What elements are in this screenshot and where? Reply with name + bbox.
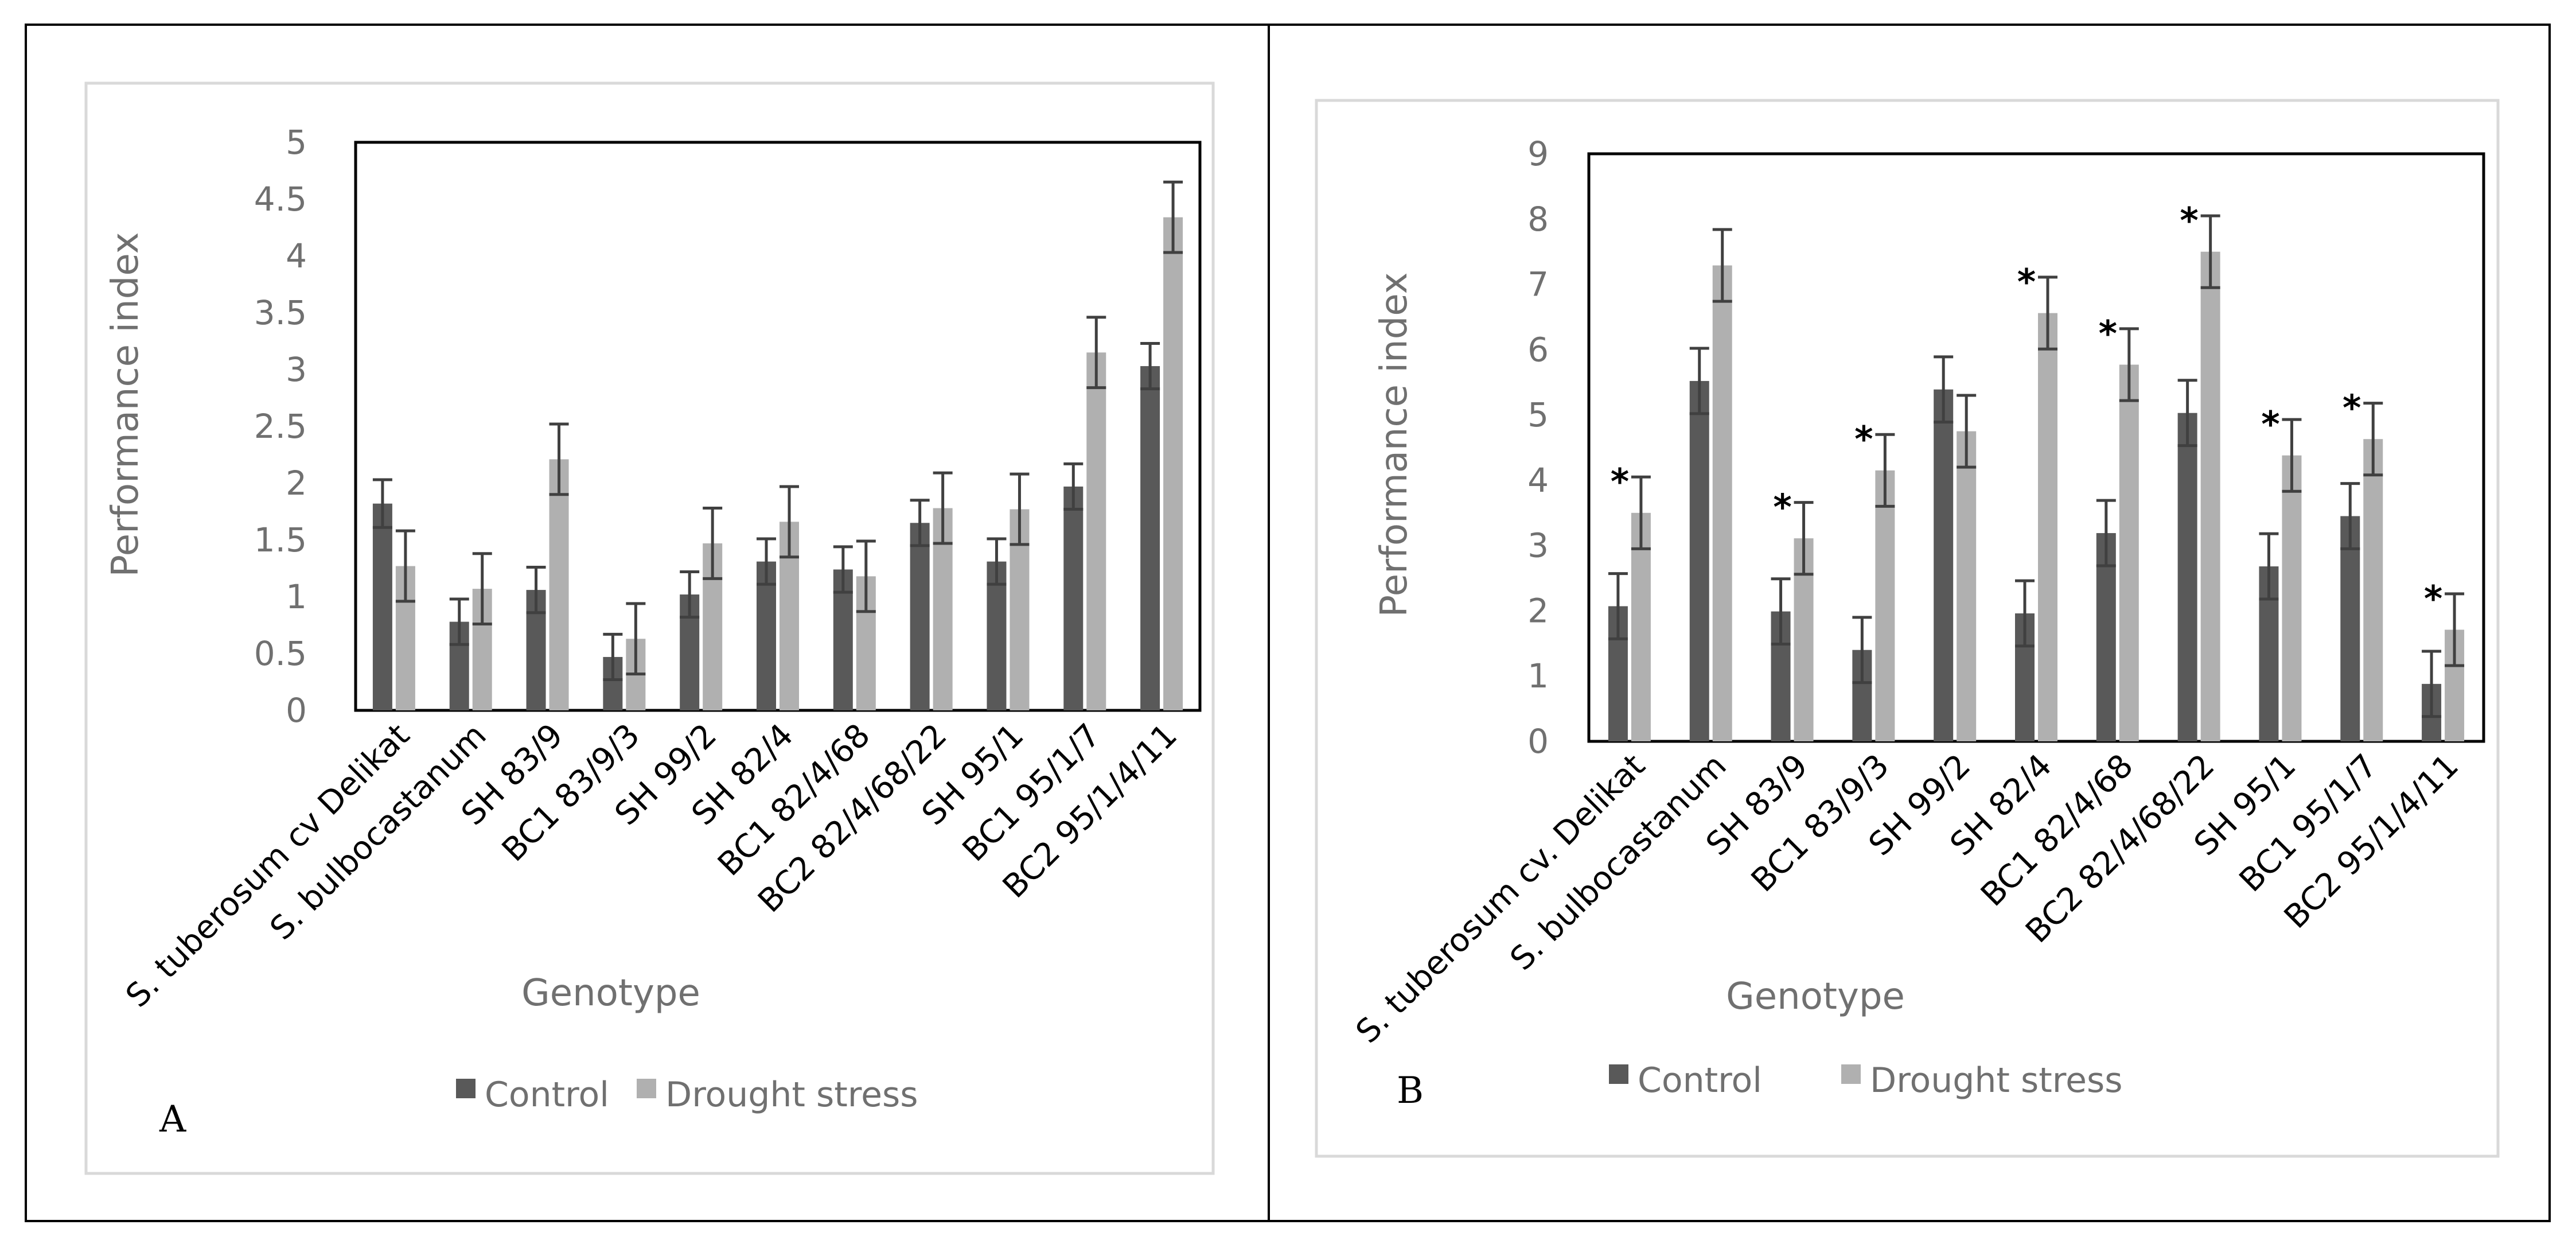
y-tick-label: 3.5 (254, 293, 307, 332)
y-tick-label: 2 (1527, 591, 1549, 630)
legend-swatch-drought (637, 1079, 656, 1098)
bar-drought (1712, 265, 1732, 741)
y-tick-label: 1 (1527, 656, 1549, 695)
panel-b-ylabel: Performance index (1373, 273, 1416, 617)
bar-control (372, 503, 392, 710)
bar-control (1689, 380, 1709, 741)
significance-marker: * (1854, 418, 1873, 460)
bar-control (987, 561, 1007, 710)
bar-drought (2119, 364, 2139, 741)
bar-drought (2282, 455, 2302, 741)
y-tick-label: 3 (1527, 526, 1549, 565)
legend-label-drought: Drought stress (665, 1075, 918, 1115)
significance-marker: * (2099, 313, 2117, 355)
plot-frame (354, 141, 1202, 712)
bar-drought (1875, 470, 1895, 741)
panel-a-legend: Control Drought stress (456, 1075, 918, 1115)
panel-a-xlabel: Genotype (521, 972, 700, 1014)
y-tick-label: 7 (1527, 265, 1549, 304)
bar-drought (2200, 251, 2220, 742)
legend-swatch-control (456, 1079, 476, 1098)
y-tick-label: 2 (286, 464, 307, 503)
y-tick-label: 8 (1527, 200, 1549, 239)
y-tick-label: 2.5 (254, 407, 307, 446)
panel-b-xlabel: Genotype (1726, 975, 1905, 1018)
bar-drought (2363, 439, 2383, 741)
significance-marker: * (2424, 578, 2442, 620)
bar-drought (1086, 352, 1106, 710)
bar-drought (2038, 313, 2057, 741)
bar-control (2096, 533, 2116, 741)
panel-a: 00.511.522.533.544.55S. tuberosum cv Del… (84, 81, 1215, 1175)
bar-control (2177, 413, 2197, 741)
bar-drought (1631, 512, 1651, 741)
legend-label-control: Control (1638, 1060, 1762, 1101)
legend-label-control: Control (485, 1075, 609, 1115)
y-tick-label: 9 (1527, 134, 1549, 173)
y-tick-label: 6 (1527, 330, 1549, 369)
y-tick-label: 5 (286, 123, 307, 162)
y-tick-label: 0 (286, 691, 307, 730)
legend-label-drought: Drought stress (1870, 1060, 2123, 1101)
legend-swatch-control (1609, 1064, 1628, 1084)
bar-drought (549, 459, 569, 710)
bar-control (2340, 516, 2360, 741)
panel-b-legend: Control Drought stress (1609, 1060, 2123, 1101)
bar-control (1140, 366, 1160, 710)
y-tick-label: 0 (1527, 722, 1549, 761)
significance-marker: * (1773, 487, 1791, 528)
y-tick-label: 4.5 (254, 180, 307, 219)
y-tick-label: 1.5 (254, 520, 307, 559)
legend-swatch-drought (1841, 1064, 1861, 1084)
bar-control (910, 523, 930, 710)
significance-marker: * (2261, 403, 2279, 445)
bar-control (1934, 389, 1954, 741)
y-tick-label: 5 (1527, 395, 1549, 434)
bar-drought (1957, 431, 1977, 741)
plot-frame (1587, 152, 2485, 743)
panel-a-label: A (159, 1098, 186, 1141)
y-tick-label: 1 (286, 577, 307, 616)
significance-marker: * (2343, 387, 2361, 429)
panel-b-border (1315, 99, 2500, 1158)
figure-frame (25, 24, 2551, 1222)
bar-control (1063, 486, 1084, 710)
y-tick-label: 4 (286, 236, 307, 275)
bar-drought (1163, 217, 1183, 710)
significance-marker: * (2180, 200, 2198, 242)
bar-control (757, 561, 776, 710)
panel-a-ylabel: Performance index (104, 232, 147, 577)
y-tick-label: 3 (286, 350, 307, 389)
panel-b-label: B (1397, 1070, 1424, 1112)
significance-marker: * (2017, 261, 2036, 303)
y-tick-label: 0.5 (254, 634, 307, 673)
y-tick-label: 4 (1527, 461, 1549, 500)
significance-marker: * (1611, 461, 1629, 503)
